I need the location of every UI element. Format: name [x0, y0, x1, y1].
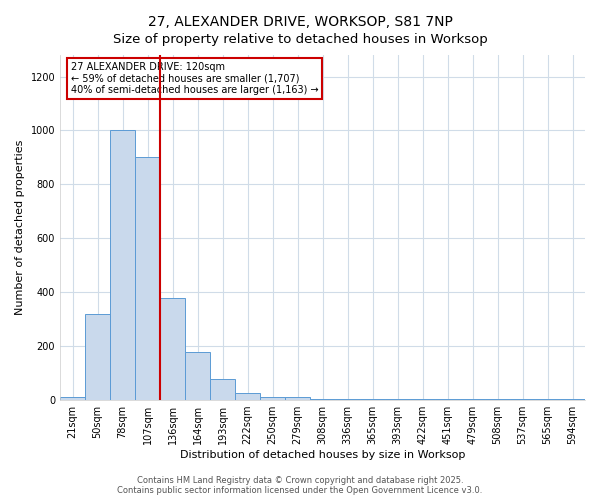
Bar — [60, 398, 85, 400]
Bar — [235, 394, 260, 400]
Bar — [335, 399, 360, 400]
Bar — [135, 158, 160, 400]
Bar — [210, 378, 235, 400]
Bar — [85, 314, 110, 400]
X-axis label: Distribution of detached houses by size in Worksop: Distribution of detached houses by size … — [180, 450, 465, 460]
Bar — [160, 298, 185, 400]
Bar — [110, 130, 135, 400]
Bar — [285, 398, 310, 400]
Bar — [260, 398, 285, 400]
Bar — [185, 352, 210, 400]
Text: 27, ALEXANDER DRIVE, WORKSOP, S81 7NP: 27, ALEXANDER DRIVE, WORKSOP, S81 7NP — [148, 15, 452, 29]
Text: Size of property relative to detached houses in Worksop: Size of property relative to detached ho… — [113, 32, 487, 46]
Y-axis label: Number of detached properties: Number of detached properties — [15, 140, 25, 315]
Text: Contains HM Land Registry data © Crown copyright and database right 2025.
Contai: Contains HM Land Registry data © Crown c… — [118, 476, 482, 495]
Text: 27 ALEXANDER DRIVE: 120sqm
← 59% of detached houses are smaller (1,707)
40% of s: 27 ALEXANDER DRIVE: 120sqm ← 59% of deta… — [71, 62, 318, 95]
Bar — [310, 398, 335, 400]
